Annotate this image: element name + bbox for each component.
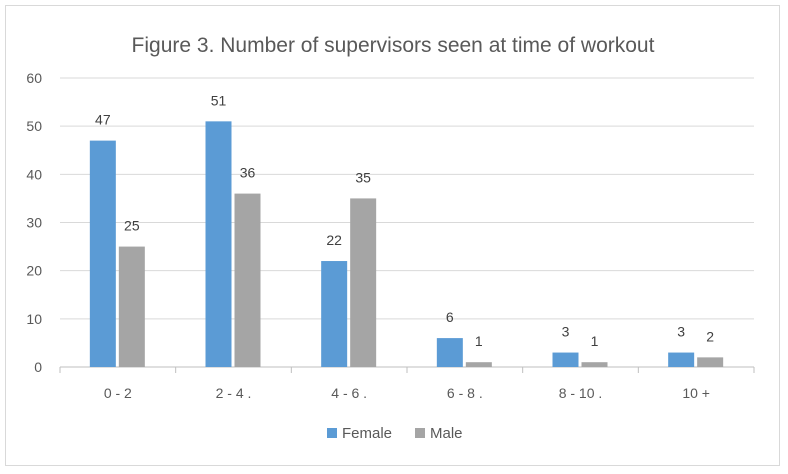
y-tick-label: 10 xyxy=(26,311,42,327)
bar-male xyxy=(581,362,608,367)
data-label: 3 xyxy=(677,324,685,340)
bar-female xyxy=(89,140,116,367)
data-labels: 47 25 51 36 22 35 6 1 3 1 3 2 xyxy=(95,92,714,349)
data-label: 35 xyxy=(355,169,371,185)
data-label: 22 xyxy=(326,232,342,248)
bar-female xyxy=(552,352,579,367)
data-label: 47 xyxy=(95,112,111,128)
legend-label: Female xyxy=(342,425,392,442)
x-tick-label: 4 - 6 . xyxy=(331,385,367,401)
y-tick-label: 30 xyxy=(26,215,42,231)
bar-male xyxy=(697,357,724,367)
bar-female xyxy=(668,352,695,367)
data-label: 25 xyxy=(124,218,140,234)
x-tick-label: 8 - 10 . xyxy=(559,385,603,401)
bars xyxy=(89,121,724,367)
data-label: 6 xyxy=(446,309,454,325)
legend-swatch xyxy=(327,428,337,438)
bar-female xyxy=(436,338,463,367)
gridlines xyxy=(60,77,754,368)
data-label: 36 xyxy=(240,165,256,181)
bar-male xyxy=(234,193,261,367)
y-tick-label: 50 xyxy=(26,118,42,134)
data-label: 1 xyxy=(475,333,483,349)
y-tick-label: 20 xyxy=(26,263,42,279)
bar-female xyxy=(321,261,348,367)
y-tick-label: 60 xyxy=(26,70,42,86)
data-label: 51 xyxy=(211,92,227,108)
legend: Female Male xyxy=(327,425,463,442)
legend-label: Male xyxy=(430,425,463,442)
y-tick-label: 40 xyxy=(26,166,42,182)
bar-male xyxy=(118,246,145,367)
x-tick-label: 2 - 4 . xyxy=(216,385,252,401)
chart-frame xyxy=(5,5,780,466)
x-tick-label: 6 - 8 . xyxy=(447,385,483,401)
x-tick-label: 10 + xyxy=(682,385,710,401)
chart-title: Figure 3. Number of supervisors seen at … xyxy=(132,34,655,57)
bar-male xyxy=(350,198,377,367)
x-axis-ticks: 0 - 2 2 - 4 . 4 - 6 . 6 - 8 . 8 - 10 . 10 + xyxy=(59,367,755,401)
data-label: 3 xyxy=(562,324,570,340)
data-label: 2 xyxy=(706,328,714,344)
x-tick-label: 0 - 2 xyxy=(104,385,132,401)
legend-swatch xyxy=(415,428,425,438)
bar-female xyxy=(205,121,232,367)
bar-male xyxy=(465,362,492,367)
data-label: 1 xyxy=(591,333,599,349)
y-axis-ticks: 0 10 20 30 40 50 60 xyxy=(26,70,42,375)
y-tick-label: 0 xyxy=(34,359,42,375)
